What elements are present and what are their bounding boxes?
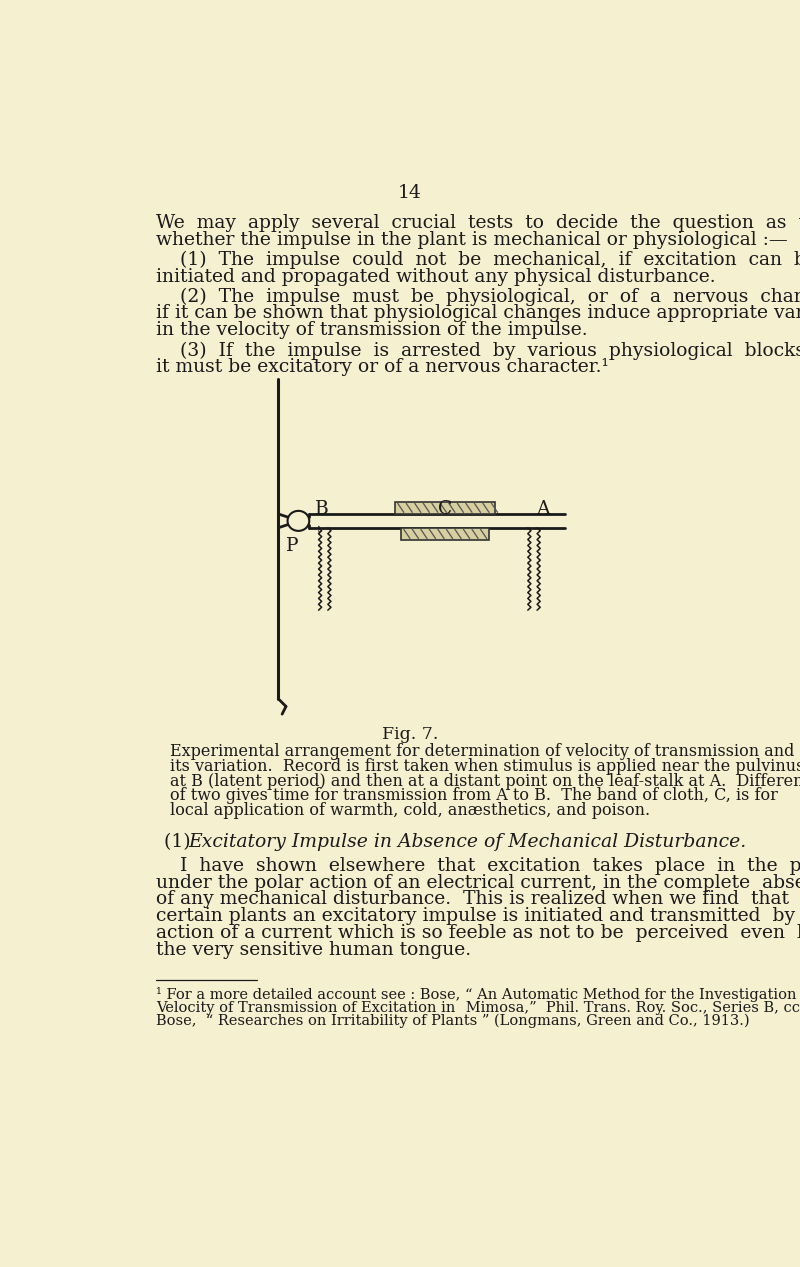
Text: C: C [438, 500, 452, 518]
Text: B: B [314, 500, 329, 518]
Text: 14: 14 [398, 185, 422, 203]
Text: I  have  shown  elsewhere  that  excitation  takes  place  in  the  plant: I have shown elsewhere that excitation t… [156, 856, 800, 874]
Text: the very sensitive human tongue.: the very sensitive human tongue. [156, 941, 471, 959]
Text: (1)  The  impulse  could  not  be  mechanical,  if  excitation  can  be: (1) The impulse could not be mechanical,… [156, 251, 800, 269]
Text: it must be excitatory or of a nervous character.¹: it must be excitatory or of a nervous ch… [156, 359, 609, 376]
Text: We  may  apply  several  crucial  tests  to  decide  the  question  as  to: We may apply several crucial tests to de… [156, 214, 800, 232]
Text: under the polar action of an electrical current, in the complete  absence: under the polar action of an electrical … [156, 873, 800, 892]
Text: local application of warmth, cold, anæsthetics, and poison.: local application of warmth, cold, anæst… [170, 802, 650, 818]
Text: ¹ For a more detailed account see : Bose, “ An Automatic Method for the Investig: ¹ For a more detailed account see : Bose… [156, 987, 800, 1002]
Ellipse shape [287, 511, 310, 531]
Text: Excitatory Impulse in Absence of Mechanical Disturbance.: Excitatory Impulse in Absence of Mechani… [188, 834, 746, 851]
Text: Bose,  “ Researches on Irritability of Plants ” (Longmans, Green and Co., 1913.): Bose, “ Researches on Irritability of Pl… [156, 1014, 750, 1028]
Text: Fig. 7.: Fig. 7. [382, 726, 438, 742]
Text: P: P [286, 537, 298, 555]
Text: if it can be shown that physiological changes induce appropriate variation: if it can be shown that physiological ch… [156, 304, 800, 323]
Text: (2)  The  impulse  must  be  physiological,  or  of  a  nervous  character,: (2) The impulse must be physiological, o… [156, 288, 800, 305]
Text: A: A [536, 500, 550, 518]
Text: certain plants an excitatory impulse is initiated and transmitted  by  the: certain plants an excitatory impulse is … [156, 907, 800, 925]
Bar [401, 528, 489, 540]
Bar [394, 502, 495, 514]
Text: initiated and propagated without any physical disturbance.: initiated and propagated without any phy… [156, 267, 715, 285]
Text: (1): (1) [163, 834, 196, 851]
Text: its variation.  Record is first taken when stimulus is applied near the pulvinus: its variation. Record is first taken whe… [170, 758, 800, 775]
Text: action of a current which is so feeble as not to be  perceived  even  by: action of a current which is so feeble a… [156, 925, 800, 943]
Text: in the velocity of transmission of the impulse.: in the velocity of transmission of the i… [156, 322, 587, 340]
Text: of two gives time for transmission from A to B.  The band of cloth, C, is for: of two gives time for transmission from … [170, 787, 778, 805]
Text: Experimental arrangement for determination of velocity of transmission and: Experimental arrangement for determinati… [170, 744, 794, 760]
Text: (3)  If  the  impulse  is  arrested  by  various  physiological  blocks,  then: (3) If the impulse is arrested by variou… [156, 342, 800, 360]
Text: Velocity of Transmission of Excitation in   Mimosa,”  Phil. Trans. Roy. Soc., Se: Velocity of Transmission of Excitation i… [156, 1001, 800, 1015]
Text: whether the impulse in the plant is mechanical or physiological :—: whether the impulse in the plant is mech… [156, 231, 787, 248]
Text: of any mechanical disturbance.  This is realized when we find  that  in: of any mechanical disturbance. This is r… [156, 891, 800, 908]
Text: at B (latent period) and then at a distant point on the leaf-stalk at A.  Differ: at B (latent period) and then at a dista… [170, 773, 800, 789]
